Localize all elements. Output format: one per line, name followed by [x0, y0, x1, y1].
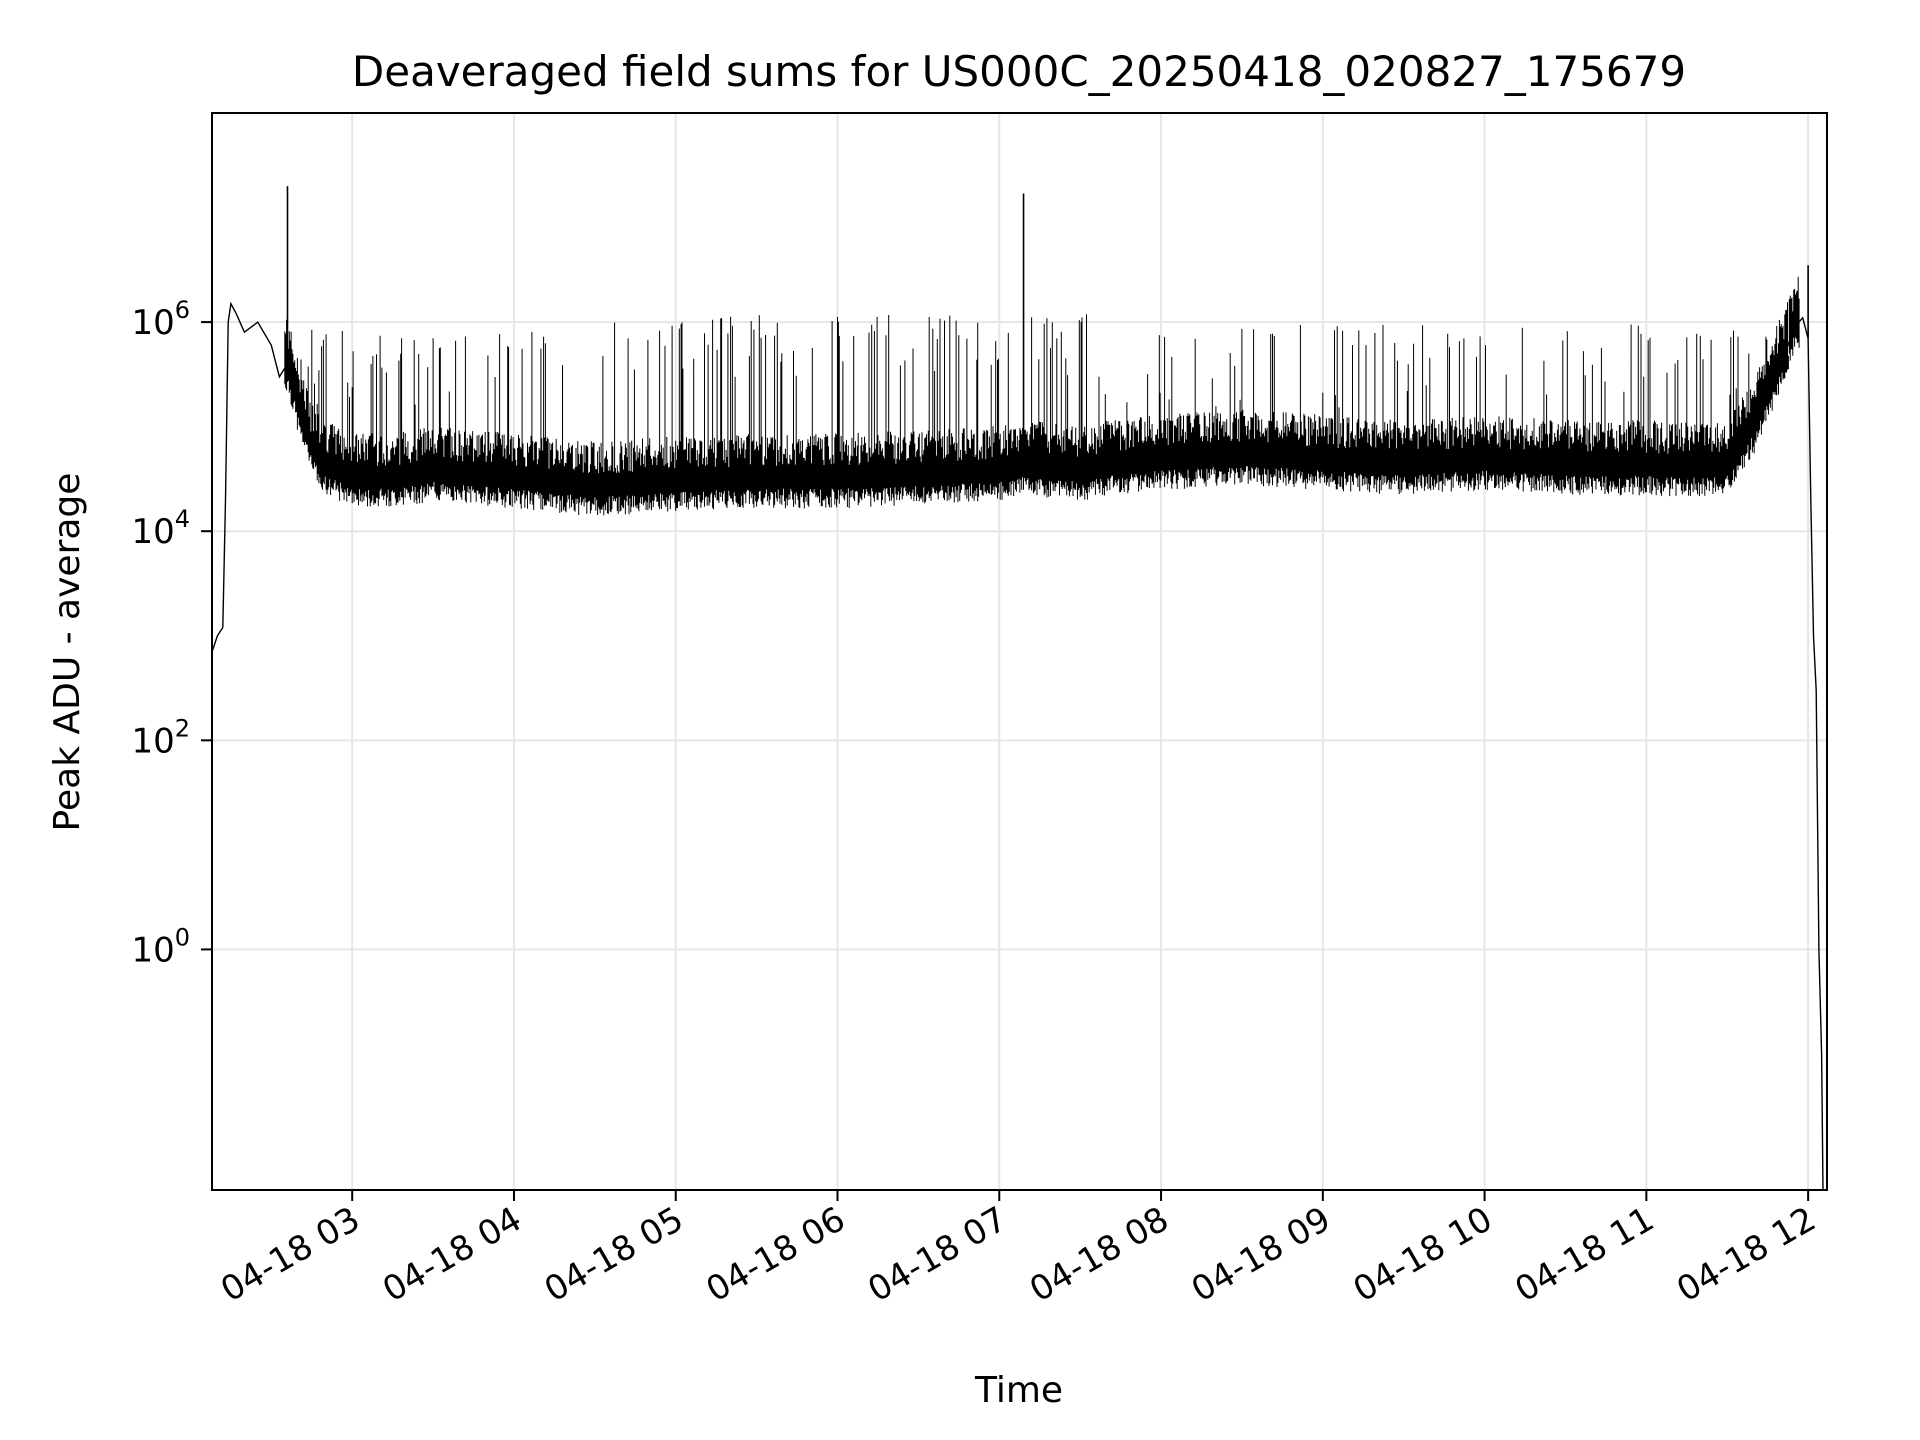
y-tick-label: 106 — [131, 296, 190, 343]
y-tick-exponent: 4 — [175, 505, 190, 533]
y-tick-label: 104 — [131, 505, 190, 552]
y-tick-label: 100 — [131, 923, 190, 970]
y-tick-base: 10 — [131, 721, 174, 761]
y-axis-label: Peak ADU - average — [47, 473, 88, 832]
y-tick-exponent: 2 — [175, 714, 190, 742]
grid — [212, 113, 1827, 1190]
y-tick-exponent: 6 — [175, 296, 190, 324]
y-tick-label: 102 — [131, 714, 190, 761]
x-axis-label: Time — [974, 1370, 1063, 1411]
y-tick-base: 10 — [131, 303, 174, 343]
series-line — [211, 301, 1824, 1191]
chart-title: Deaveraged field sums for US000C_2025041… — [352, 47, 1686, 96]
y-tick-base: 10 — [131, 930, 174, 970]
y-tick-exponent: 0 — [175, 923, 190, 951]
y-tick-base: 10 — [131, 512, 174, 552]
plot-frame — [211, 112, 1828, 1191]
